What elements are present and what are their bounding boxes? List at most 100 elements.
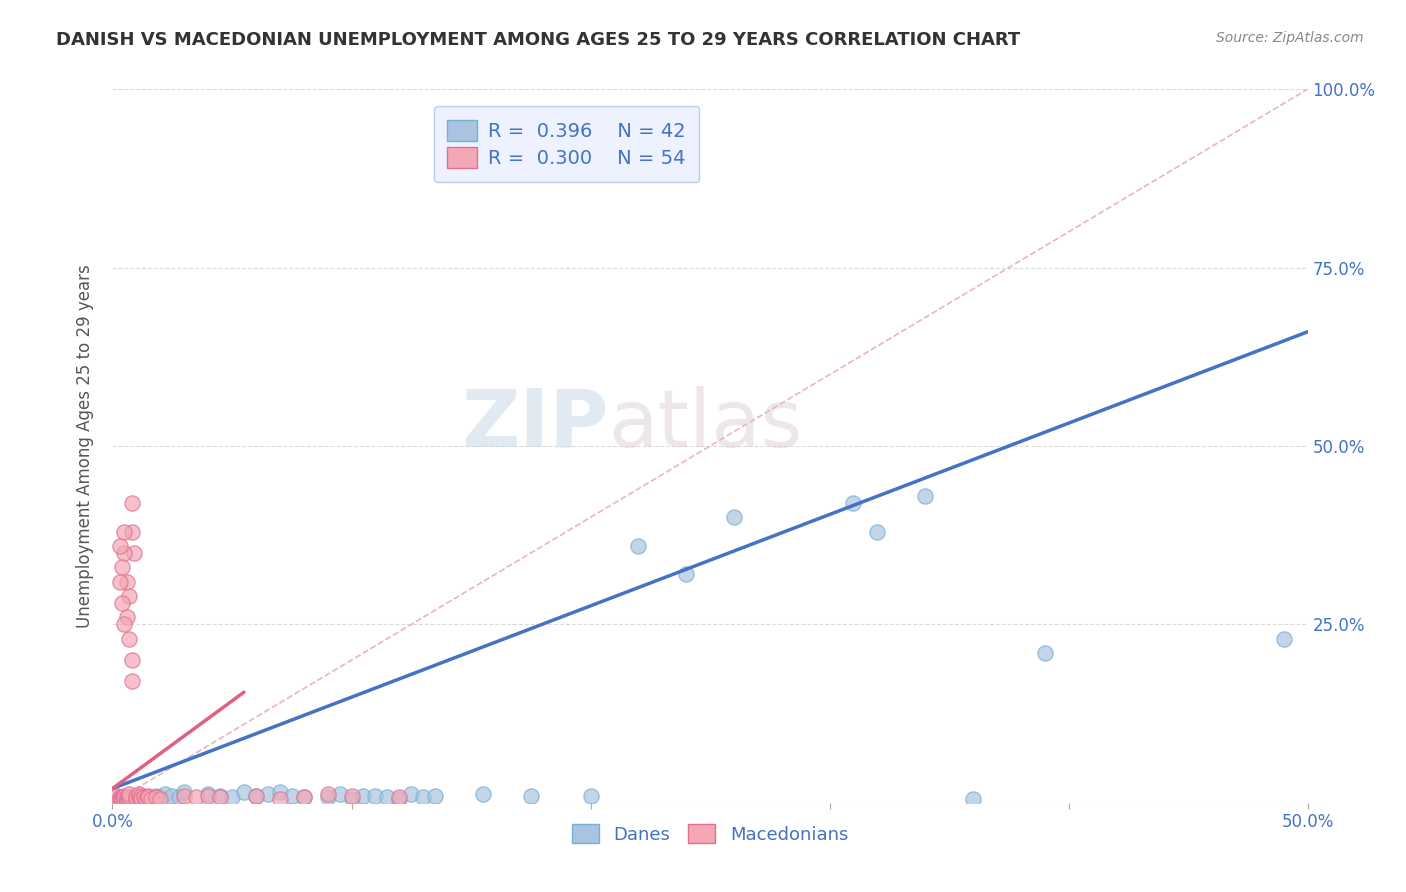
Point — [125, 789, 148, 803]
Point — [121, 496, 143, 510]
Point — [138, 792, 160, 806]
Point — [111, 790, 134, 805]
Point — [114, 789, 135, 803]
Point — [138, 790, 160, 805]
Point — [675, 567, 697, 582]
Point — [962, 792, 984, 806]
Point — [245, 789, 267, 803]
Y-axis label: Unemployment Among Ages 25 to 29 years: Unemployment Among Ages 25 to 29 years — [76, 264, 94, 628]
Point — [914, 489, 936, 503]
Point — [114, 524, 135, 539]
Point — [145, 790, 167, 805]
Point — [1272, 632, 1295, 646]
Point — [111, 560, 134, 574]
Text: ZIP: ZIP — [461, 385, 609, 464]
Point — [245, 789, 267, 803]
Text: DANISH VS MACEDONIAN UNEMPLOYMENT AMONG AGES 25 TO 29 YEARS CORRELATION CHART: DANISH VS MACEDONIAN UNEMPLOYMENT AMONG … — [56, 31, 1021, 49]
Point — [162, 789, 183, 803]
Point — [118, 589, 141, 603]
Point — [139, 792, 162, 806]
Point — [145, 789, 167, 803]
Point — [173, 785, 195, 799]
Point — [111, 792, 134, 806]
Point — [125, 789, 148, 803]
Point — [233, 785, 256, 799]
Point — [118, 790, 141, 805]
Point — [115, 794, 138, 808]
Point — [329, 787, 352, 801]
Point — [377, 790, 399, 805]
Point — [105, 789, 128, 803]
Point — [121, 524, 143, 539]
Point — [135, 792, 157, 806]
Point — [129, 792, 152, 806]
Point — [388, 790, 411, 805]
Point — [579, 789, 602, 803]
Point — [316, 787, 339, 801]
Point — [114, 794, 135, 808]
Point — [121, 653, 143, 667]
Legend: Danes, Macedonians: Danes, Macedonians — [565, 817, 855, 851]
Point — [129, 789, 152, 803]
Point — [121, 674, 143, 689]
Point — [281, 789, 304, 803]
Point — [842, 496, 865, 510]
Point — [364, 789, 387, 803]
Point — [401, 787, 423, 801]
Point — [149, 790, 172, 805]
Point — [128, 787, 150, 801]
Point — [153, 787, 176, 801]
Point — [292, 790, 315, 805]
Point — [412, 790, 434, 805]
Point — [111, 596, 134, 610]
Point — [197, 787, 219, 801]
Point — [340, 789, 363, 803]
Point — [138, 789, 160, 803]
Point — [125, 792, 148, 806]
Point — [114, 792, 135, 806]
Point — [340, 792, 363, 806]
Point — [169, 790, 191, 805]
Point — [221, 790, 243, 805]
Point — [114, 546, 135, 560]
Point — [108, 574, 131, 589]
Point — [129, 790, 152, 805]
Point — [149, 792, 172, 806]
Point — [1033, 646, 1056, 660]
Point — [114, 617, 135, 632]
Point — [352, 789, 374, 803]
Point — [209, 790, 232, 805]
Point — [425, 789, 447, 803]
Point — [388, 792, 411, 806]
Point — [257, 787, 280, 801]
Point — [108, 792, 131, 806]
Point — [472, 787, 495, 801]
Point — [292, 790, 315, 805]
Point — [115, 574, 138, 589]
Point — [132, 790, 155, 805]
Point — [316, 790, 339, 805]
Point — [122, 546, 145, 560]
Point — [118, 632, 141, 646]
Point — [173, 789, 195, 803]
Point — [520, 789, 543, 803]
Point — [115, 790, 138, 805]
Point — [121, 790, 143, 805]
Point — [118, 787, 141, 801]
Point — [114, 792, 135, 806]
Point — [723, 510, 745, 524]
Point — [627, 539, 650, 553]
Point — [186, 790, 208, 805]
Point — [269, 792, 291, 806]
Point — [108, 790, 131, 805]
Point — [111, 794, 134, 808]
Point — [269, 785, 291, 799]
Point — [115, 610, 138, 624]
Text: Source: ZipAtlas.com: Source: ZipAtlas.com — [1216, 31, 1364, 45]
Point — [866, 524, 889, 539]
Point — [118, 792, 141, 806]
Point — [128, 790, 150, 805]
Point — [209, 789, 232, 803]
Point — [197, 789, 219, 803]
Text: atlas: atlas — [609, 385, 803, 464]
